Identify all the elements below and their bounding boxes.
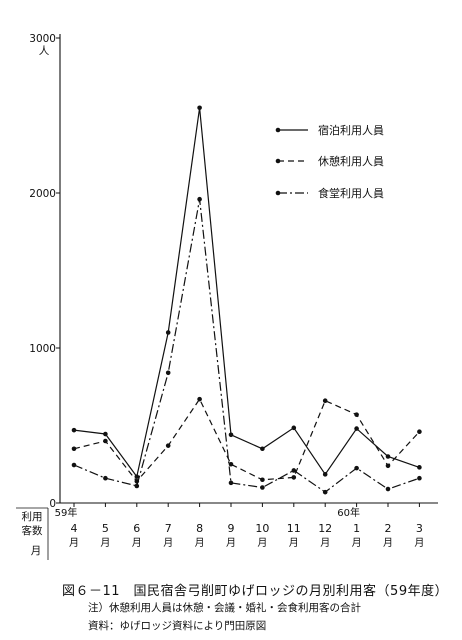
data-point [165, 443, 171, 448]
data-point [354, 465, 359, 471]
month-number: 1 [353, 522, 360, 535]
month-suffix: 月 [289, 537, 299, 549]
series-line [73, 107, 420, 479]
row-label-month: 月 [31, 545, 42, 557]
series-2 [71, 196, 422, 495]
y-tick-label: 0 [49, 498, 56, 510]
data-point [103, 431, 108, 437]
month-suffix: 月 [383, 537, 393, 549]
month-number: 7 [165, 522, 172, 535]
data-point [165, 330, 171, 335]
legend-marker [275, 127, 281, 133]
data-point [354, 412, 359, 417]
data-point [71, 446, 77, 452]
data-point [71, 427, 77, 433]
month-suffix: 月 [132, 537, 142, 549]
data-point [197, 396, 202, 402]
legend-marker [275, 190, 281, 196]
source-line: 資料：ゆげロッジ資料により門田原図 [88, 620, 267, 632]
data-point [291, 475, 297, 480]
data-point [322, 472, 328, 477]
legend-label: 休憩利用人員 [318, 154, 384, 168]
data-point [260, 485, 265, 490]
data-point [417, 465, 422, 470]
data-point [197, 196, 202, 202]
month-suffix: 月 [195, 537, 205, 549]
month-number: 9 [228, 522, 235, 535]
row-label-users-2: 客数 [22, 524, 43, 537]
data-point [385, 463, 391, 469]
data-point [354, 426, 359, 431]
data-point [322, 398, 328, 404]
data-point [260, 446, 265, 452]
data-point [71, 462, 77, 468]
y-unit-label: 人 [39, 45, 50, 57]
month-suffix: 月 [163, 537, 173, 549]
month-number: 11 [287, 522, 301, 535]
legend-label: 食堂利用人員 [318, 186, 384, 200]
figure-caption: 図６－11 国民宿舎弓削町ゆげロッジの月別利用客（59年度） [62, 584, 449, 599]
data-point [228, 432, 234, 438]
month-number: 12 [318, 522, 332, 535]
data-point [417, 475, 422, 481]
month-suffix: 月 [100, 537, 110, 549]
data-point [134, 474, 140, 479]
note-line: 注）休憩利用人員は休憩・会議・婚礼・会食利用客の合計 [88, 602, 361, 614]
month-number: 3 [416, 522, 423, 535]
month-suffix: 月 [320, 537, 330, 549]
series-line [73, 199, 420, 493]
data-point [197, 105, 202, 111]
series-line [73, 397, 420, 483]
legend-label: 宿泊利用人員 [318, 123, 384, 137]
month-suffix: 月 [226, 537, 236, 549]
month-number: 8 [196, 522, 203, 535]
month-number: 5 [102, 522, 109, 535]
data-point [228, 480, 234, 486]
data-point [385, 454, 391, 459]
data-point [417, 429, 422, 435]
data-point [103, 475, 108, 481]
month-number: 10 [255, 522, 269, 535]
month-suffix: 月 [414, 537, 424, 549]
year-label: 60年 [337, 506, 360, 519]
legend-marker [275, 158, 281, 164]
data-point [134, 483, 140, 489]
data-point [291, 425, 297, 431]
row-label-users-1: 利用 [22, 511, 43, 523]
data-point [385, 486, 391, 492]
month-number: 6 [133, 522, 140, 535]
y-tick-label: 2000 [29, 188, 56, 200]
series-0 [71, 105, 422, 479]
series-layer [71, 105, 422, 495]
data-point [322, 489, 328, 495]
data-point [260, 477, 265, 483]
data-point [103, 438, 108, 444]
month-number: 4 [71, 522, 78, 535]
year-label: 59年 [55, 506, 78, 519]
y-tick-label: 1000 [29, 343, 56, 355]
month-suffix: 月 [257, 537, 267, 549]
month-number: 2 [385, 522, 392, 535]
data-point [165, 370, 171, 376]
month-suffix: 月 [69, 537, 79, 549]
y-tick-label: 3000 [29, 33, 56, 45]
data-point [291, 468, 297, 473]
month-suffix: 月 [352, 537, 362, 549]
data-point [228, 461, 234, 467]
